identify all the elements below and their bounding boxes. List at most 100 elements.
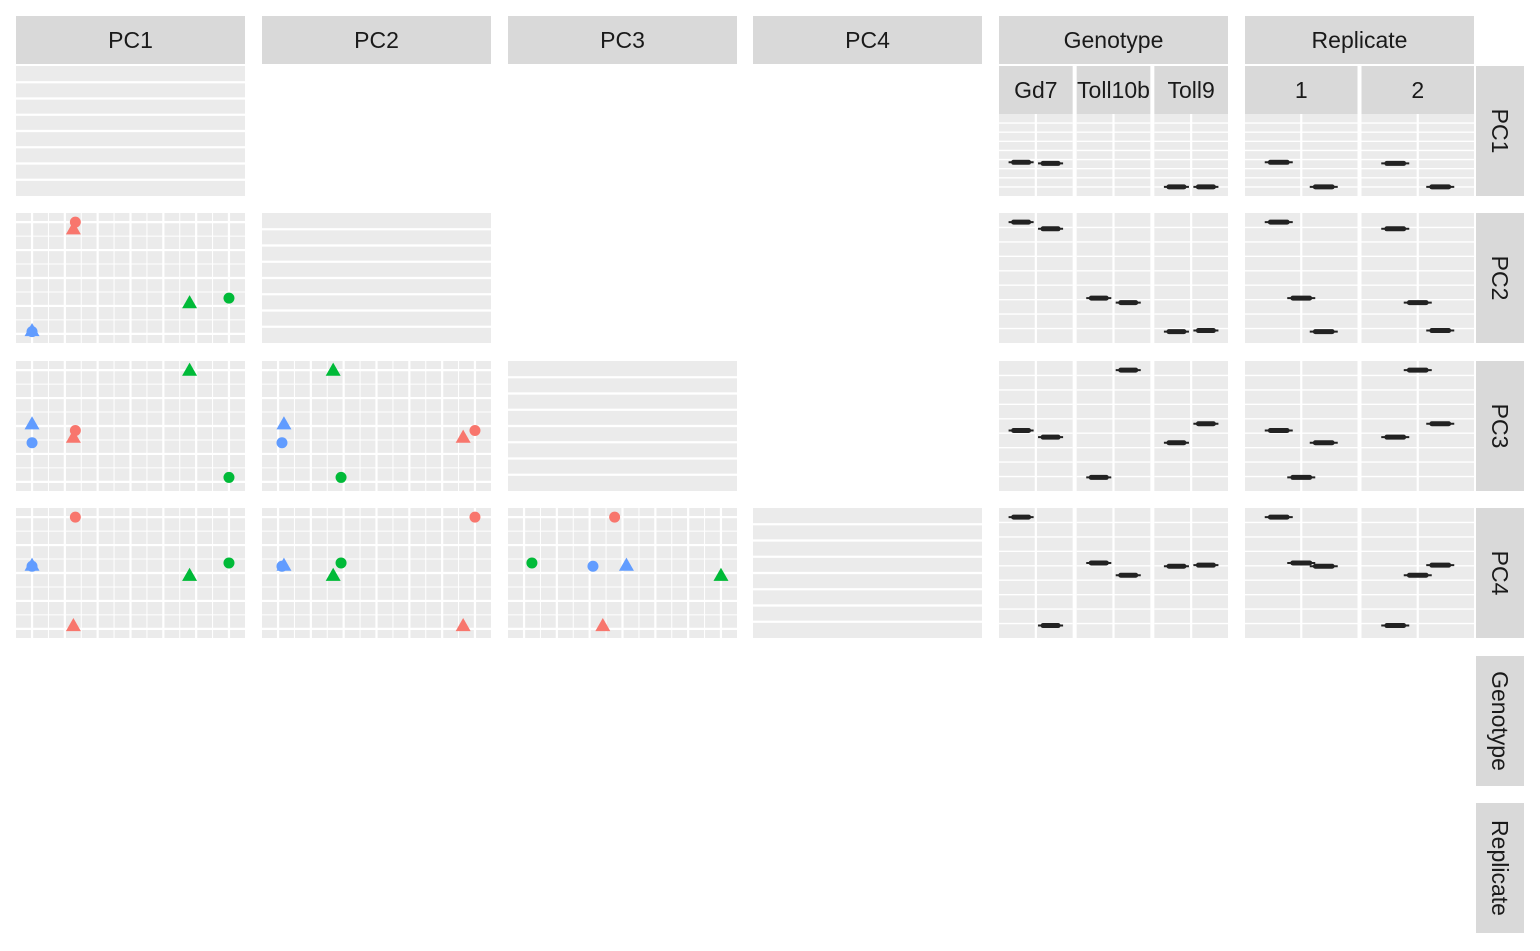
column-strip-background <box>16 16 245 64</box>
panel <box>999 508 1228 638</box>
row-strip: Genotype <box>1476 656 1524 786</box>
data-point <box>24 416 40 430</box>
panel <box>508 361 737 491</box>
column-strip-label: Replicate <box>1312 27 1408 53</box>
data-point <box>69 511 81 523</box>
row-strip-background <box>1476 656 1524 786</box>
column-strip-label: PC1 <box>108 27 153 53</box>
sub-strip-label: 1 <box>1295 77 1308 103</box>
column-strip: PC3 <box>508 16 737 64</box>
sub-strip-background <box>1361 66 1474 114</box>
column-strip-background <box>753 16 982 64</box>
row-strip: PC3 <box>1476 361 1524 491</box>
panel <box>999 361 1228 491</box>
data-point <box>223 557 235 569</box>
panels-layer <box>16 66 1474 638</box>
data-point <box>223 292 235 304</box>
row-strip-label: PC4 <box>1487 551 1513 596</box>
column-strip: Replicate <box>1245 16 1474 64</box>
data-point <box>182 567 198 581</box>
data-point <box>26 437 38 449</box>
data-point <box>526 557 538 569</box>
row-strip-label: PC3 <box>1487 404 1513 449</box>
row-strip-label: PC2 <box>1487 256 1513 301</box>
data-point <box>469 511 481 523</box>
panel <box>1245 508 1474 638</box>
panel <box>999 213 1228 343</box>
strips-layer: PC1 PC2 PC3 PC4 Genotype Replicate PC1 PC2 PC3 PC… <box>16 16 1524 933</box>
row-strip-label: Replicate <box>1487 820 1513 916</box>
row-strip-background <box>1476 803 1524 933</box>
sub-strip-background <box>999 66 1073 114</box>
data-point <box>276 437 288 449</box>
panel <box>262 508 491 638</box>
data-point <box>223 471 235 483</box>
column-strip-background <box>508 16 737 64</box>
data-point <box>335 557 347 569</box>
column-strip: Genotype <box>999 16 1228 64</box>
row-strip-background <box>1476 213 1524 343</box>
column-strip: PC2 <box>262 16 491 64</box>
row-strip: PC4 <box>1476 508 1524 638</box>
column-strip-background <box>999 16 1228 64</box>
column-strip-label: PC4 <box>845 27 890 53</box>
data-point <box>325 362 341 376</box>
data-point <box>618 557 634 571</box>
panel <box>262 213 491 343</box>
data-point <box>276 416 292 430</box>
column-strip-background <box>262 16 491 64</box>
column-strip-label: PC2 <box>354 27 399 53</box>
row-strip-label: PC1 <box>1487 109 1513 154</box>
data-point <box>469 424 481 436</box>
row-strip-background <box>1476 66 1524 196</box>
data-point <box>65 221 81 235</box>
column-strip-label: PC3 <box>600 27 645 53</box>
data-point <box>713 567 729 581</box>
panel <box>16 213 245 343</box>
panel <box>16 508 245 638</box>
data-point <box>325 567 341 581</box>
panel <box>508 508 737 638</box>
row-strip: PC2 <box>1476 213 1524 343</box>
data-point <box>609 511 621 523</box>
data-point <box>455 429 471 443</box>
panel <box>1245 114 1474 196</box>
panel <box>1245 213 1474 343</box>
column-strip: PC1 <box>16 16 245 64</box>
data-point <box>587 560 599 572</box>
data-point <box>24 557 40 571</box>
sub-strip-background <box>1245 66 1358 114</box>
data-point <box>276 557 292 571</box>
column-strip-background <box>1245 16 1474 64</box>
sub-strip-label: Toll9 <box>1168 77 1215 103</box>
panel <box>1245 361 1474 491</box>
data-point <box>182 295 198 309</box>
panel <box>16 66 245 196</box>
sub-strip-group: Gd7 Toll10b Toll9 <box>999 66 1228 114</box>
sub-strip-label: Gd7 <box>1014 77 1057 103</box>
row-strip-background <box>1476 508 1524 638</box>
sub-strip-background <box>1154 66 1228 114</box>
sub-strip-label: Toll10b <box>1077 77 1150 103</box>
row-strip: Replicate <box>1476 803 1524 933</box>
row-strip: PC1 <box>1476 66 1524 196</box>
column-strip-label: Genotype <box>1064 27 1164 53</box>
data-point <box>24 323 40 337</box>
panel <box>999 114 1228 196</box>
data-point <box>595 618 611 632</box>
data-point <box>182 362 198 376</box>
row-strip-label: Genotype <box>1487 671 1513 771</box>
data-point <box>65 618 81 632</box>
panel <box>16 361 245 491</box>
sub-strip-label: 2 <box>1411 77 1424 103</box>
panel <box>753 508 982 638</box>
data-point <box>65 429 81 443</box>
panel <box>262 361 491 491</box>
data-point <box>455 618 471 632</box>
row-strip-background <box>1476 361 1524 491</box>
data-point <box>335 471 347 483</box>
sub-strip-background <box>1076 66 1151 114</box>
column-strip: PC4 <box>753 16 982 64</box>
